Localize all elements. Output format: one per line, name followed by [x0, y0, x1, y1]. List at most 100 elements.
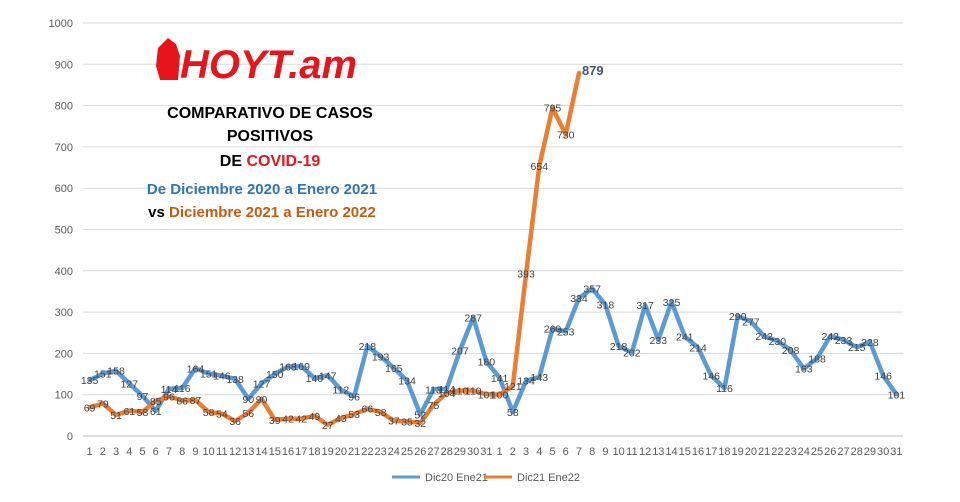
x-tick-label: 20: [745, 446, 757, 458]
data-label: 242: [755, 331, 773, 343]
x-tick-label: 7: [166, 446, 172, 458]
x-tick-label: 11: [626, 446, 637, 458]
data-label: 146: [213, 371, 231, 383]
data-label: 218: [359, 341, 377, 353]
x-tick-label: 16: [282, 446, 294, 458]
x-tick-label: 24: [798, 446, 810, 458]
data-label: 36: [229, 416, 241, 428]
x-tick-label: 29: [864, 446, 876, 458]
data-label: 158: [107, 366, 125, 378]
data-label: 134: [398, 376, 416, 388]
data-label: 121: [504, 381, 522, 393]
data-label: 215: [848, 342, 866, 354]
data-label: 317: [636, 300, 654, 312]
title-line-3-prefix: DE: [220, 153, 247, 170]
data-label: 879: [582, 63, 604, 78]
data-label: 52: [414, 410, 426, 422]
data-label: 51: [110, 410, 122, 422]
data-label: 138: [226, 374, 244, 386]
data-label: 230: [769, 336, 787, 348]
x-tick-label: 30: [877, 446, 889, 458]
logo-bull-icon: [156, 38, 180, 80]
data-label: 114: [161, 384, 178, 396]
y-tick-label: 600: [55, 183, 73, 195]
x-tick-label: 25: [811, 446, 823, 458]
data-label: 43: [335, 413, 347, 425]
data-label: 287: [464, 312, 482, 324]
data-label: 32: [414, 418, 426, 430]
data-label: 147: [319, 370, 337, 382]
data-label: 325: [663, 297, 681, 309]
legend-label-dic20: Dic20 Ene21: [425, 472, 488, 484]
data-label: 150: [266, 369, 284, 381]
data-label: 35: [401, 417, 413, 429]
title-line-2: POSITIVOS: [227, 128, 314, 145]
data-label: 393: [517, 269, 535, 281]
x-tick-label: 6: [153, 446, 159, 458]
data-label: 127: [253, 379, 271, 391]
y-tick-label: 0: [67, 431, 73, 443]
data-labels: 1351511581279761114116164151146138901271…: [81, 63, 905, 432]
data-label: 334: [570, 293, 588, 305]
data-label: 169: [292, 361, 310, 373]
data-label: 218: [610, 341, 628, 353]
data-label: 86: [176, 395, 188, 407]
x-tick-label: 26: [414, 446, 426, 458]
legend-label-dic21: Dic21 Ene22: [517, 472, 580, 484]
y-tick-label: 100: [55, 390, 73, 402]
x-tick-label: 15: [679, 446, 691, 458]
data-label: 207: [451, 346, 469, 358]
y-tick-label: 700: [55, 142, 73, 154]
data-label: 127: [121, 379, 139, 391]
data-label: 164: [187, 363, 205, 375]
data-label: 730: [557, 130, 575, 142]
data-label: 42: [295, 414, 307, 426]
data-label: 85: [150, 396, 162, 408]
data-label: 75: [428, 400, 440, 412]
data-label: 61: [123, 406, 135, 418]
data-label: 146: [702, 371, 720, 383]
subtitle-1: De Diciembre 2020 a Enero 2021: [147, 181, 377, 198]
x-tick-label: 10: [203, 446, 215, 458]
data-label: 101: [888, 389, 906, 401]
y-tick-label: 1000: [49, 18, 73, 30]
x-axis: 1 2 3 4 5 6 7 8 9 10 11 12 13 14 15 16 17 18 19 20 21 22 23 24 2…: [87, 446, 903, 458]
x-tick-label: 17: [295, 446, 307, 458]
x-tick-label: 31: [890, 446, 902, 458]
y-axis: 0 100 200 300 400 500 600 700 800 900 1000: [49, 18, 73, 443]
y-tick-label: 300: [55, 307, 73, 319]
data-label: 202: [623, 348, 641, 360]
data-label: 61: [150, 406, 162, 418]
subtitle-2: vs Diciembre 2021 a Enero 2022: [148, 204, 376, 221]
data-label: 116: [716, 383, 733, 395]
x-tick-label: 1: [87, 446, 93, 458]
x-tick-label: 22: [361, 446, 373, 458]
x-tick-label: 10: [613, 446, 625, 458]
x-tick-label: 20: [335, 446, 347, 458]
x-tick-label: 28: [441, 446, 453, 458]
data-label: 27: [322, 420, 334, 432]
data-label: 101: [478, 389, 496, 401]
x-tick-label: 19: [732, 446, 744, 458]
data-label: 90: [256, 394, 268, 406]
data-label: 163: [795, 364, 813, 376]
x-tick-label: 15: [269, 446, 281, 458]
data-label: 110: [452, 386, 469, 398]
x-tick-label: 25: [401, 446, 413, 458]
data-label: 233: [835, 335, 853, 347]
x-tick-label: 4: [536, 446, 542, 458]
data-label: 39: [269, 415, 281, 427]
data-label: 214: [689, 343, 707, 355]
data-label: 116: [174, 383, 191, 395]
x-tick-label: 23: [784, 446, 796, 458]
data-label: 228: [861, 337, 879, 349]
series-lines: [87, 70, 899, 428]
x-tick-label: 18: [308, 446, 320, 458]
data-label: 180: [478, 357, 496, 369]
x-tick-label: 14: [255, 446, 267, 458]
data-label: 193: [372, 351, 390, 363]
data-label: 242: [821, 331, 839, 343]
data-label: 165: [385, 363, 403, 375]
data-label: 208: [782, 345, 800, 357]
